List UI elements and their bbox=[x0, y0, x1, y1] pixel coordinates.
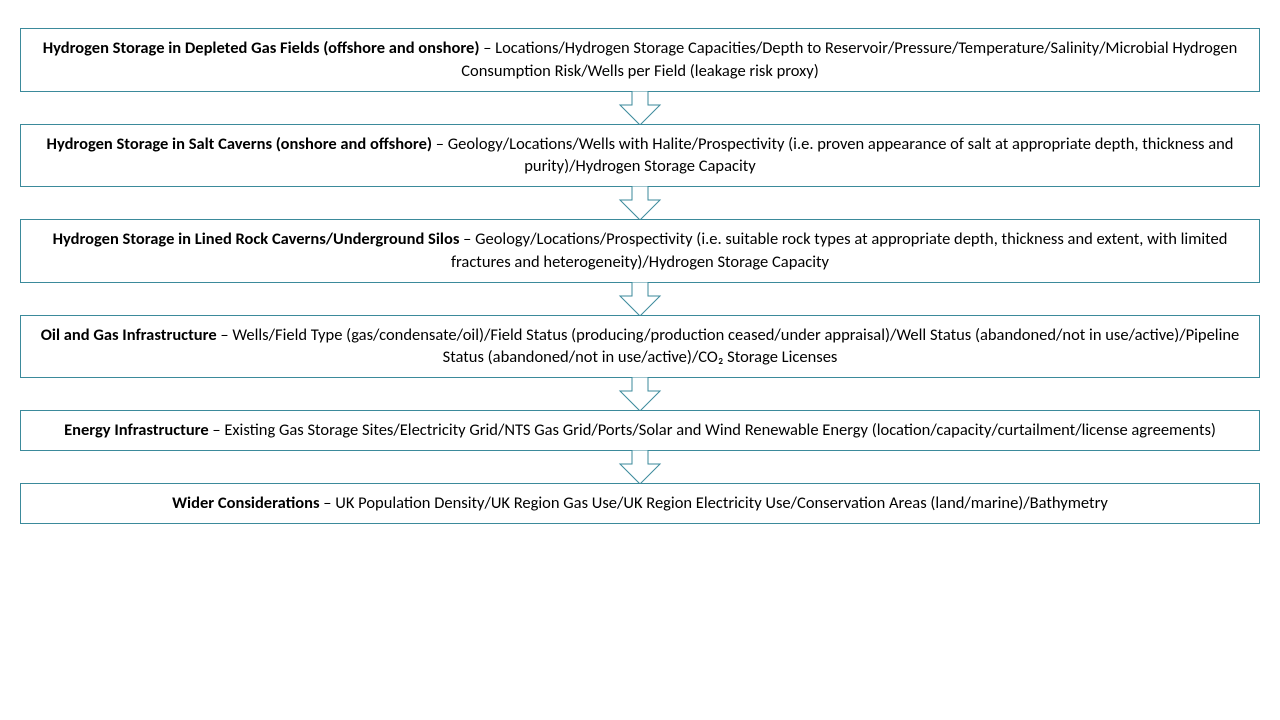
flow-box-title: Wider Considerations bbox=[172, 493, 319, 513]
flow-box-title: Hydrogen Storage in Depleted Gas Fields … bbox=[43, 38, 480, 58]
flow-arrow bbox=[610, 377, 670, 411]
flow-box-energy-infrastructure: Energy Infrastructure – Existing Gas Sto… bbox=[20, 410, 1260, 451]
flow-box-text: Hydrogen Storage in Depleted Gas Fields … bbox=[39, 37, 1241, 83]
flow-box-detail: – Geology/Locations/Prospectivity (i.e. … bbox=[451, 229, 1227, 272]
arrow-down-icon bbox=[610, 282, 670, 316]
flow-box-text: Hydrogen Storage in Lined Rock Caverns/U… bbox=[39, 228, 1241, 274]
flow-box-text: Wider Considerations – UK Population Den… bbox=[172, 492, 1108, 515]
flow-arrow bbox=[610, 91, 670, 125]
arrow-down-icon bbox=[610, 377, 670, 411]
flow-box-detail: – Geology/Locations/Wells with Halite/Pr… bbox=[432, 134, 1233, 177]
flow-box-detail: – Existing Gas Storage Sites/Electricity… bbox=[209, 420, 1216, 440]
flow-arrow bbox=[610, 282, 670, 316]
flow-box-detail: – Locations/Hydrogen Storage Capacities/… bbox=[461, 38, 1237, 81]
flow-box-text: Oil and Gas Infrastructure – Wells/Field… bbox=[39, 324, 1241, 370]
flow-box-depleted-gas-fields: Hydrogen Storage in Depleted Gas Fields … bbox=[20, 28, 1260, 92]
flow-box-salt-caverns: Hydrogen Storage in Salt Caverns (onshor… bbox=[20, 124, 1260, 188]
flow-box-wider-considerations: Wider Considerations – UK Population Den… bbox=[20, 483, 1260, 524]
flow-box-detail: – Wells/Field Type (gas/condensate/oil)/… bbox=[217, 325, 1240, 368]
flow-box-text: Energy Infrastructure – Existing Gas Sto… bbox=[64, 419, 1216, 442]
flow-arrow bbox=[610, 186, 670, 220]
flow-box-detail: – UK Population Density/UK Region Gas Us… bbox=[320, 493, 1108, 513]
arrow-down-icon bbox=[610, 91, 670, 125]
flow-box-title: Oil and Gas Infrastructure bbox=[41, 325, 217, 345]
flow-box-text: Hydrogen Storage in Salt Caverns (onshor… bbox=[39, 133, 1241, 179]
arrow-down-icon bbox=[610, 450, 670, 484]
flow-box-title: Hydrogen Storage in Salt Caverns (onshor… bbox=[47, 134, 433, 154]
flow-box-title: Hydrogen Storage in Lined Rock Caverns/U… bbox=[53, 229, 460, 249]
flow-arrow bbox=[610, 450, 670, 484]
arrow-down-icon bbox=[610, 186, 670, 220]
flow-box-oil-gas-infrastructure: Oil and Gas Infrastructure – Wells/Field… bbox=[20, 315, 1260, 379]
flow-box-lined-rock-caverns: Hydrogen Storage in Lined Rock Caverns/U… bbox=[20, 219, 1260, 283]
flow-box-title: Energy Infrastructure bbox=[64, 420, 209, 440]
